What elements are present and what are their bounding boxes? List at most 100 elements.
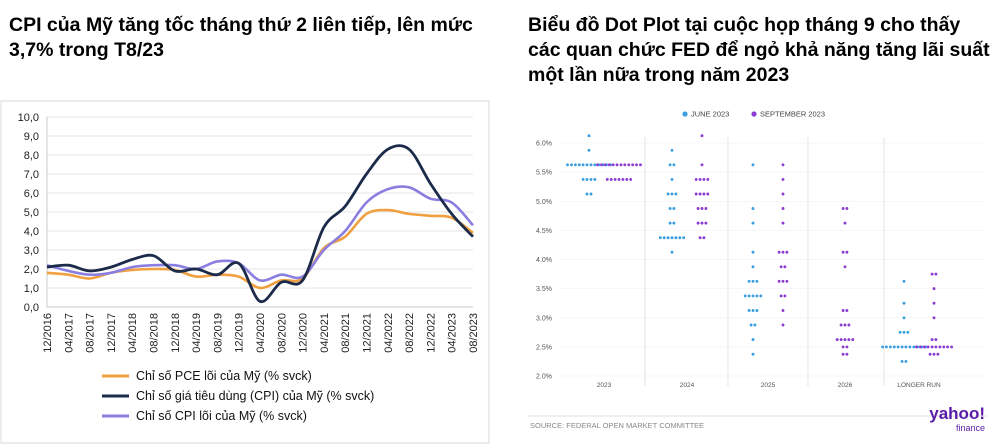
dot-september	[928, 352, 932, 356]
dot-june	[674, 236, 678, 240]
y-tick-label: 5.0%	[536, 199, 552, 206]
dot-september	[845, 345, 849, 349]
dot-september	[936, 352, 940, 356]
dot-september	[600, 163, 603, 167]
dot-june	[892, 345, 896, 349]
dot-june	[672, 163, 676, 167]
dot-september	[926, 345, 930, 349]
dot-june	[908, 345, 912, 349]
dot-september	[841, 352, 845, 356]
dot-june	[668, 221, 672, 225]
dot-june	[747, 309, 751, 312]
dot-september	[603, 163, 607, 167]
dot-september	[839, 338, 843, 342]
dot-june	[581, 163, 585, 167]
y-tick-label: 5,0	[24, 207, 39, 219]
legend-dot-0	[682, 111, 688, 117]
dot-september	[781, 279, 785, 283]
dot-june	[570, 163, 573, 167]
dot-september	[621, 177, 625, 181]
dot-september	[934, 338, 938, 342]
dot-june	[747, 279, 751, 283]
dot-june	[747, 294, 751, 298]
dot-september	[700, 207, 704, 210]
dot-september	[698, 192, 702, 196]
dot-september	[631, 163, 635, 167]
series-line-2	[46, 185, 474, 283]
dot-september	[930, 272, 934, 276]
dot-september	[845, 250, 849, 254]
dot-june	[888, 345, 892, 349]
dot-september	[843, 338, 847, 342]
y-tick-label: 2,0	[24, 264, 39, 276]
dot-june	[751, 250, 755, 254]
x-tick-label: 08/2019	[212, 313, 224, 353]
dot-september	[932, 316, 936, 320]
y-tick-label: 7,0	[24, 169, 39, 181]
dot-june	[670, 177, 674, 181]
legend-label-0: JUNE 2023	[691, 110, 729, 119]
dot-june	[670, 148, 674, 152]
dot-june	[662, 236, 666, 240]
dot-june	[755, 294, 759, 298]
dot-september	[617, 177, 621, 181]
dot-september	[932, 352, 936, 356]
dot-june	[751, 207, 755, 210]
dot-september	[704, 221, 708, 225]
dot-june	[670, 250, 674, 254]
dot-september	[613, 177, 617, 181]
dot-september	[702, 177, 706, 181]
y-tick-label: 1,0	[24, 283, 39, 295]
dot-september	[623, 163, 627, 167]
dot-june	[668, 163, 672, 167]
dot-june	[902, 316, 906, 320]
y-tick-label: 6.0%	[536, 141, 552, 148]
dot-june	[589, 177, 593, 181]
dot-september	[700, 163, 704, 167]
y-tick-label: 2.5%	[536, 344, 552, 351]
dot-september	[615, 163, 619, 167]
dot-june	[751, 338, 755, 342]
x-tick-label: 08/2023	[468, 313, 480, 353]
dot-june	[900, 359, 904, 363]
dot-september	[704, 207, 708, 210]
dot-june	[759, 294, 763, 298]
dot-september	[698, 177, 702, 181]
y-tick-label: 8,0	[24, 150, 39, 162]
dot-june	[904, 345, 908, 349]
dot-september	[934, 272, 938, 276]
dot-september	[932, 301, 936, 305]
dot-june	[912, 345, 916, 349]
logo-text: yahoo!	[929, 404, 985, 423]
dot-june	[755, 279, 759, 283]
y-tick-label: 3.5%	[536, 286, 552, 293]
dot-september	[700, 134, 704, 138]
dot-june	[906, 330, 910, 334]
dot-june	[755, 309, 759, 312]
dot-june	[749, 323, 753, 327]
dot-september	[706, 192, 710, 196]
dot-june	[589, 192, 593, 196]
dot-september	[700, 221, 704, 225]
x-tick-label: 04/2020	[255, 313, 267, 353]
x-tick-label: 12/2021	[362, 313, 374, 353]
y-tick-label: 3.0%	[536, 315, 552, 322]
dot-june	[666, 192, 670, 196]
dot-september	[779, 265, 783, 269]
x-tick-label: 12/2018	[170, 313, 182, 353]
dot-september	[845, 352, 849, 356]
dot-september	[609, 177, 613, 181]
dot-june	[751, 279, 755, 283]
x-tick-label: 04/2022	[383, 313, 395, 353]
x-tick-label: 08/2017	[85, 313, 97, 353]
y-tick-label: 5.5%	[536, 170, 552, 177]
dot-june	[585, 177, 589, 181]
dot-september	[706, 177, 710, 181]
dot-september	[841, 345, 845, 349]
x-tick-label: 2026	[838, 382, 853, 389]
dot-september	[835, 338, 839, 342]
dot-september	[783, 265, 787, 269]
x-tick-label: LONGER RUN	[897, 382, 941, 389]
y-tick-label: 0,0	[24, 302, 39, 314]
dot-september	[702, 192, 706, 196]
